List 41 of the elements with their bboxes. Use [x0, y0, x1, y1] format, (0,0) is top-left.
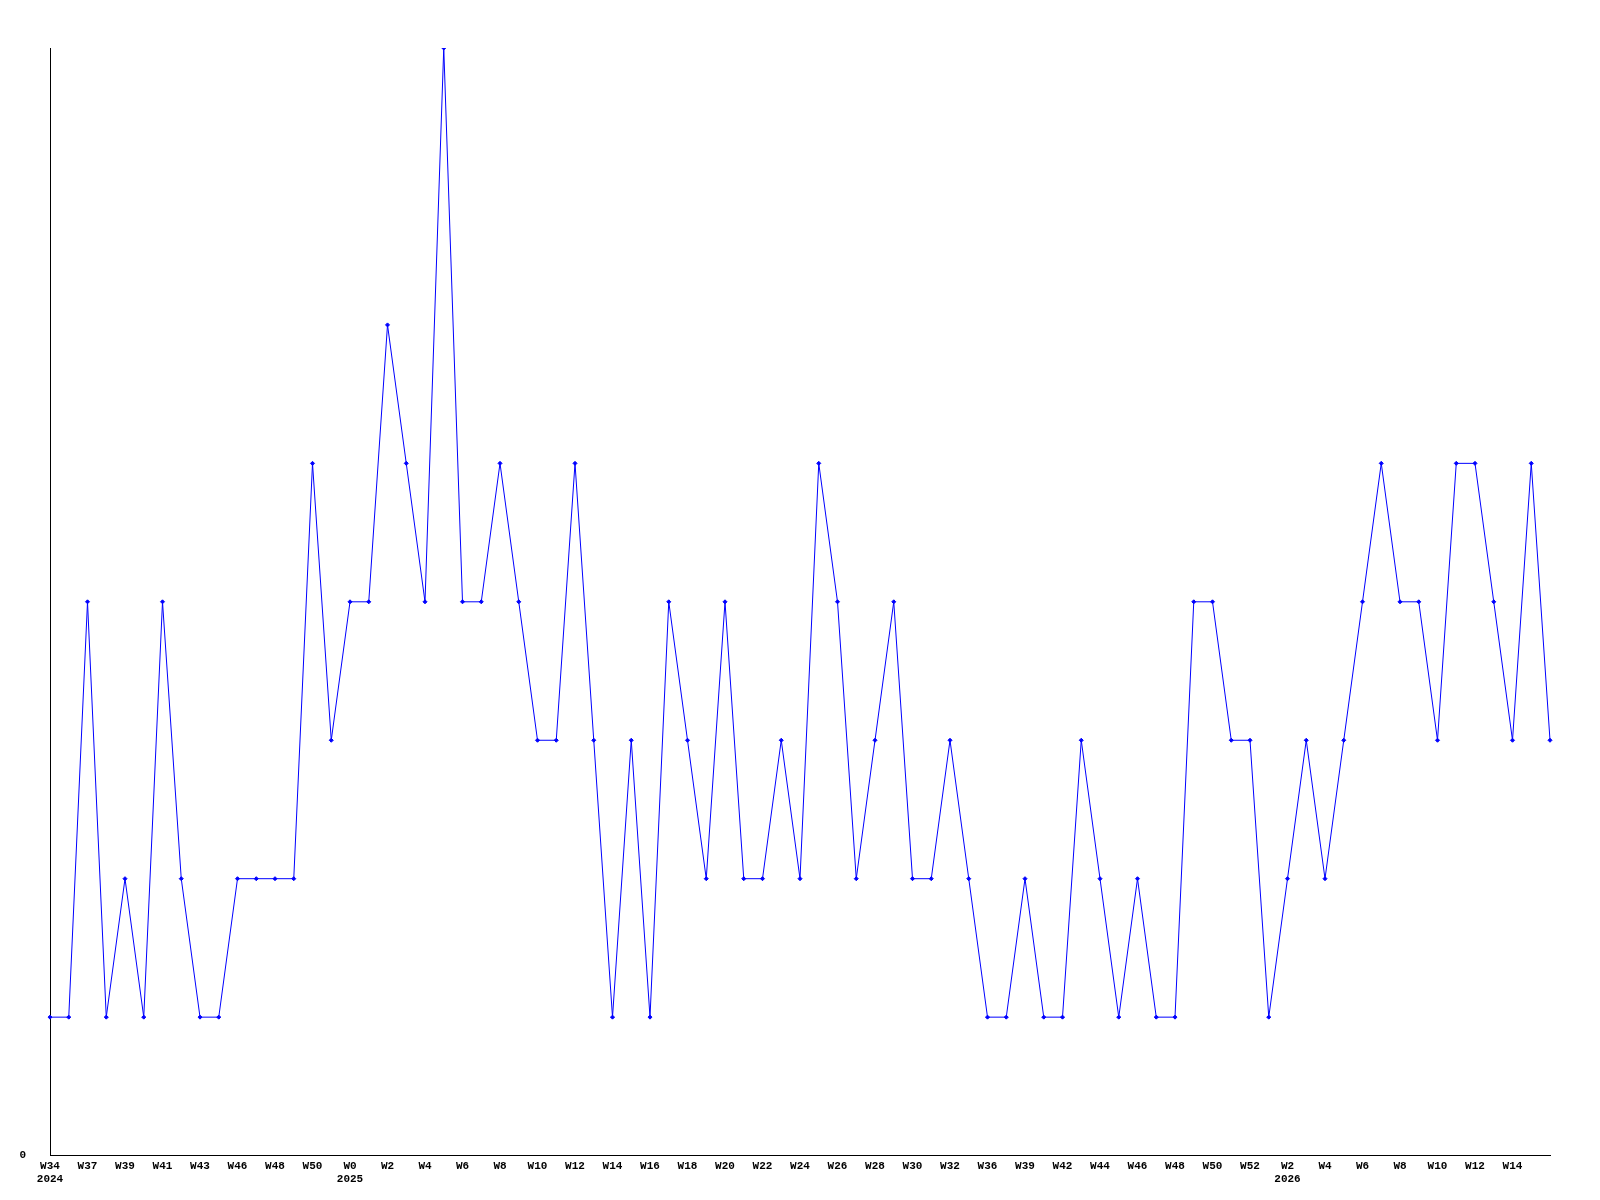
x-tick-label: W8: [493, 1159, 507, 1172]
x-tick-label: W2 2026: [1274, 1159, 1301, 1186]
x-tick-label: W8: [1393, 1159, 1407, 1172]
x-tick-label: W4: [418, 1159, 432, 1172]
x-tick-label: W12: [1465, 1159, 1485, 1172]
x-tick-label: W14: [602, 1159, 623, 1172]
x-tick-label: W43: [190, 1159, 211, 1172]
text: 0: [19, 1149, 26, 1162]
x-tick-label: W48: [1165, 1159, 1186, 1172]
x-tick-label: W39: [115, 1159, 135, 1172]
x-tick-label: W2: [380, 1159, 395, 1172]
x-tick-label: W42: [1052, 1159, 1073, 1172]
x-tick-label: W34 2024: [36, 1159, 64, 1186]
x-tick-label: W41: [152, 1159, 173, 1172]
x-tick-label: W6: [1355, 1159, 1370, 1172]
x-tick-label: W10: [527, 1159, 548, 1172]
x-tick-label: W16: [640, 1159, 660, 1172]
x-tick-label: W52: [1240, 1159, 1260, 1172]
x-tick-label: W4: [1318, 1159, 1332, 1172]
x-tick-label: W30: [902, 1159, 923, 1172]
x-tick-label: W24: [790, 1159, 811, 1172]
x-tick-label: W32: [940, 1159, 960, 1172]
x-tick-label: W6: [455, 1159, 470, 1172]
x-tick-label: W46: [227, 1159, 248, 1172]
x-tick-label: W37: [77, 1159, 98, 1172]
x-tick-label: W26: [827, 1159, 848, 1172]
x-tick-label: W18: [677, 1159, 698, 1172]
x-tick-label: W48: [265, 1159, 286, 1172]
x-tick-label: W0 2025: [336, 1159, 364, 1186]
x-tick-label: W36: [977, 1159, 998, 1172]
x-tick-label: W46: [1127, 1159, 1148, 1172]
x-tick-label: W44: [1090, 1159, 1111, 1172]
x-tick-label: W50: [1202, 1159, 1223, 1172]
x-tick-label: W20: [715, 1159, 735, 1172]
x-tick-label: W39: [1015, 1159, 1035, 1172]
x-tick-label: W22: [752, 1159, 773, 1172]
x-tick-label: W12: [565, 1159, 585, 1172]
x-tick-label: W10: [1427, 1159, 1448, 1172]
x-tick-label: W50: [302, 1159, 323, 1172]
x-tick-label: W28: [865, 1159, 886, 1172]
x-tick-label: W14: [1502, 1159, 1523, 1172]
